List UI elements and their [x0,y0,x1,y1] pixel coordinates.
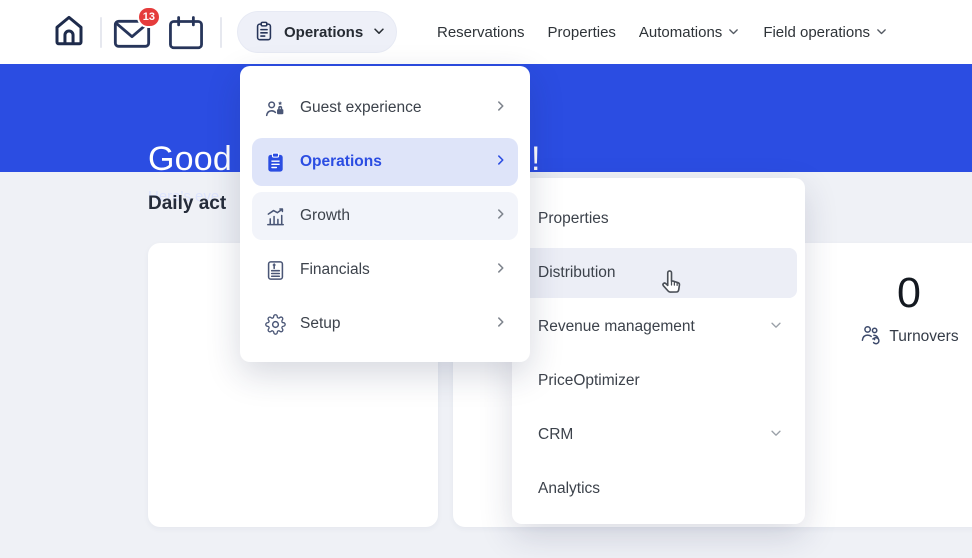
home-icon [51,12,87,53]
turnovers-label: Turnovers [889,327,959,345]
nav-reservations[interactable]: Reservations [437,24,525,41]
nav-field-operations[interactable]: Field operations [763,23,888,42]
operations-submenu: Properties Distribution Revenue manageme… [512,178,805,524]
operations-menu: Guest experience Operations [240,66,530,362]
unread-count-badge: 13 [136,6,161,28]
calendar-button[interactable] [164,15,208,56]
chevron-right-icon [494,153,508,172]
submenu-item-crm[interactable]: CRM [520,410,797,460]
clipboard-icon [253,20,275,45]
chevron-right-icon [494,261,508,280]
top-navigation: Reservations Properties Automations Fiel… [437,0,888,64]
chevron-down-icon [769,318,783,337]
submenu-item-distribution[interactable]: Distribution [520,248,797,298]
guests-icon [263,96,287,120]
menu-item-operations[interactable]: Operations [252,138,518,186]
chevron-down-icon [372,24,386,41]
submenu-item-label: Properties [538,210,609,227]
menu-item-label: Growth [300,207,350,224]
greeting-text: Good [148,140,232,178]
submenu-item-analytics[interactable]: Analytics [520,464,797,514]
chevron-down-icon [769,426,783,445]
menu-item-financials[interactable]: Financials [252,246,518,294]
nav-automations[interactable]: Automations [639,23,740,42]
menu-item-label: Operations [300,153,382,170]
submenu-item-label: CRM [538,426,574,443]
greeting-subtitle: Here's eve [148,188,220,205]
setup-gear-icon [263,312,287,336]
nav-label: Reservations [437,23,525,41]
topbar: 13 Operations [0,0,972,64]
menu-item-label: Financials [300,261,370,278]
context-menu-button[interactable]: Operations [237,11,397,53]
submenu-item-priceoptimizer[interactable]: PriceOptimizer [520,356,797,406]
nav-label: Properties [547,23,616,41]
turnovers-stat: 0 Turnovers [847,269,971,350]
growth-icon [263,204,287,228]
submenu-item-revenue-management[interactable]: Revenue management [520,302,797,352]
submenu-item-label: PriceOptimizer [538,372,640,389]
turnovers-value: 0 [897,269,921,317]
mail-icon [112,16,152,55]
chevron-down-icon [875,25,888,42]
chevron-right-icon [494,207,508,226]
calendar-icon [166,15,206,56]
inbox-button[interactable]: 13 [110,6,161,55]
submenu-item-label: Analytics [538,480,601,497]
daily-activity-heading: Daily act [148,193,227,214]
chevron-right-icon [494,99,508,118]
nav-properties[interactable]: Properties [548,24,616,41]
topbar-divider [100,17,102,48]
menu-item-label: Guest experience [300,99,422,116]
menu-item-growth[interactable]: Growth [252,192,518,240]
chevron-down-icon [727,25,740,42]
financials-icon [263,258,287,282]
chevron-right-icon [494,315,508,334]
nav-label: Field operations [763,23,871,41]
turnovers-icon [859,323,883,350]
nav-label: Automations [638,23,723,41]
topbar-divider [220,17,222,48]
home-button[interactable] [48,12,90,52]
greeting-text-end: ! [531,140,541,178]
menu-item-label: Setup [300,315,341,332]
menu-item-setup[interactable]: Setup [252,300,518,348]
submenu-item-label: Distribution [538,264,616,281]
operations-icon [263,150,287,174]
context-menu-label: Operations [284,23,364,41]
submenu-item-properties[interactable]: Properties [520,194,797,244]
menu-item-guest-experience[interactable]: Guest experience [252,84,518,132]
submenu-item-label: Revenue management [538,318,695,335]
